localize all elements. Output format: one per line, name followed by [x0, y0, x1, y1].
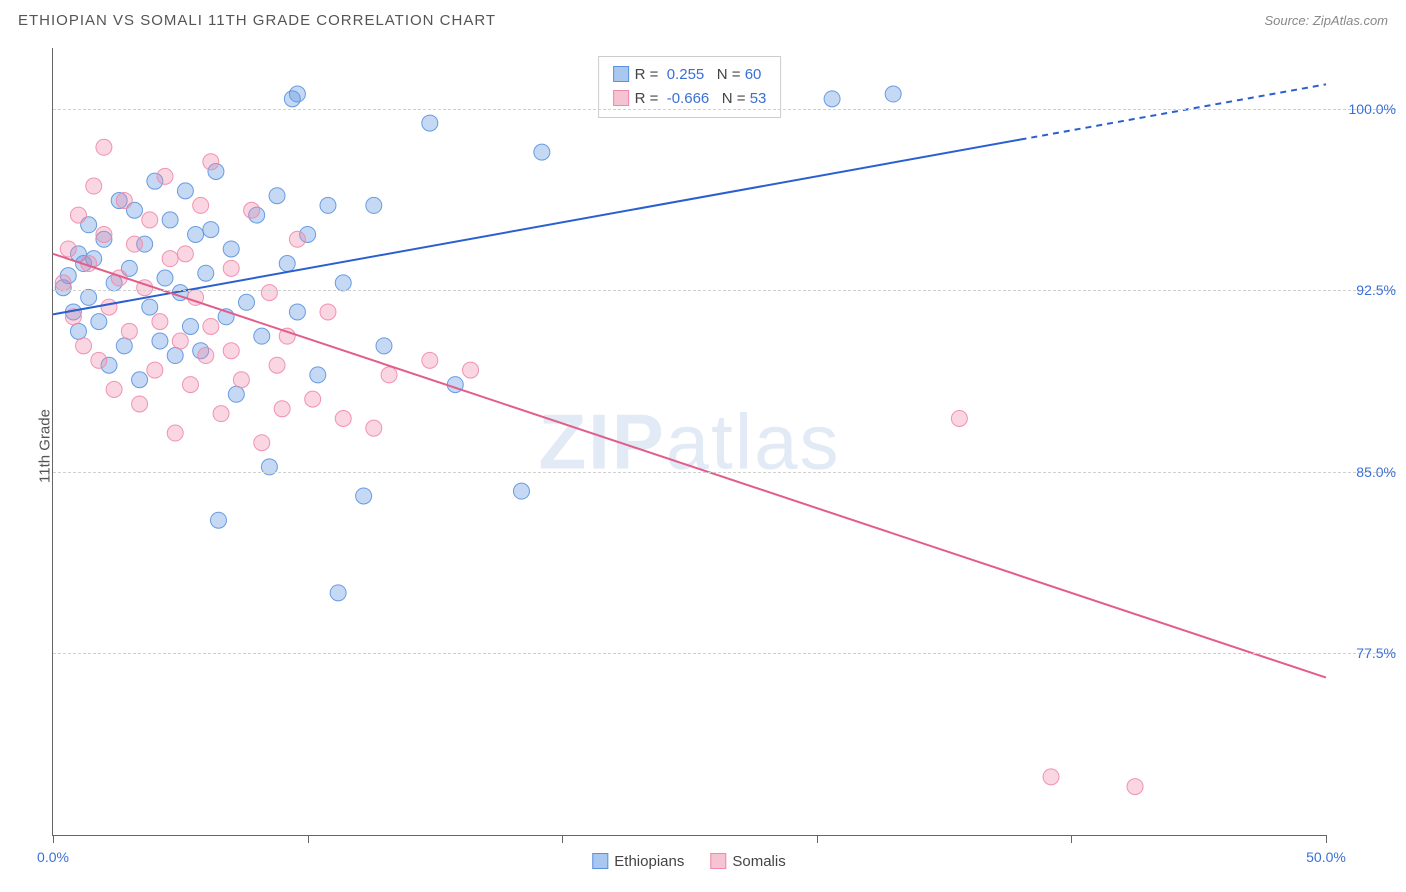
x-tick-label: 50.0% [1306, 849, 1346, 865]
gridline-h [53, 290, 1396, 291]
x-tick [1326, 835, 1327, 843]
legend-item: Ethiopians [592, 853, 684, 870]
chart-source: Source: ZipAtlas.com [1264, 13, 1388, 28]
chart-title: ETHIOPIAN VS SOMALI 11TH GRADE CORRELATI… [18, 12, 496, 29]
x-tick-label: 0.0% [37, 849, 69, 865]
x-tick [308, 835, 309, 843]
legend-swatch [613, 66, 629, 82]
x-tick [53, 835, 54, 843]
plot-area: ZIPatlas R = 0.255 N = 60R = -0.666 N = … [52, 48, 1326, 836]
legend-item: Somalis [710, 853, 785, 870]
gridline-h [53, 109, 1396, 110]
gridline-h [53, 653, 1396, 654]
y-axis-label: 11th Grade [36, 409, 53, 483]
legend-swatch [592, 853, 608, 869]
regression-line [1020, 84, 1326, 139]
plot-frame: ZIPatlas R = 0.255 N = 60R = -0.666 N = … [52, 48, 1326, 836]
series-legend: Ethiopians Somalis [592, 853, 785, 870]
stats-legend-row: R = 0.255 N = 60 [613, 63, 767, 87]
regression-line [53, 254, 1326, 678]
y-tick-label: 92.5% [1336, 282, 1396, 298]
x-tick [817, 835, 818, 843]
chart-header: ETHIOPIAN VS SOMALI 11TH GRADE CORRELATI… [0, 0, 1406, 35]
y-tick-label: 85.0% [1336, 464, 1396, 480]
lines-layer [53, 48, 1326, 835]
legend-swatch [710, 853, 726, 869]
legend-swatch [613, 90, 629, 106]
x-tick [562, 835, 563, 843]
x-tick [1071, 835, 1072, 843]
stats-legend-row: R = -0.666 N = 53 [613, 87, 767, 111]
regression-line [53, 140, 1020, 315]
gridline-h [53, 472, 1396, 473]
y-tick-label: 77.5% [1336, 645, 1396, 661]
y-tick-label: 100.0% [1336, 101, 1396, 117]
